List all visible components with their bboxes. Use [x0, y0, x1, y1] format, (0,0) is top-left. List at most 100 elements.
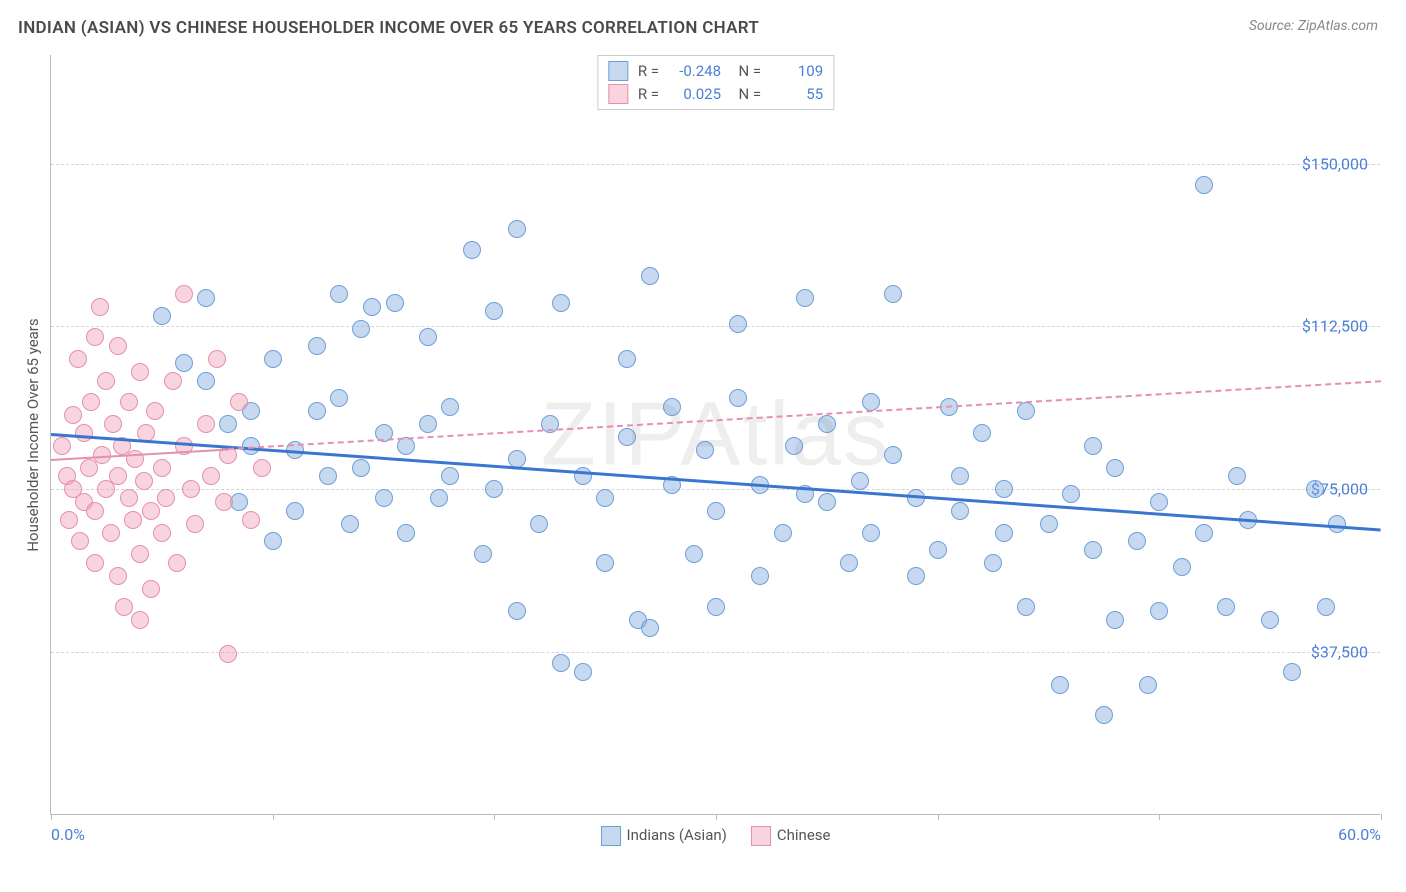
- data-point: [197, 289, 215, 307]
- data-point: [319, 467, 337, 485]
- data-point: [1139, 676, 1157, 694]
- data-point: [1195, 176, 1213, 194]
- data-point: [242, 511, 260, 529]
- data-point: [951, 467, 969, 485]
- data-point: [796, 289, 814, 307]
- x-tick: [1159, 814, 1160, 820]
- legend-label-chinese: Chinese: [777, 826, 831, 844]
- data-point: [973, 424, 991, 442]
- data-point: [1195, 524, 1213, 542]
- legend-n-label: N =: [731, 60, 761, 83]
- data-point: [86, 554, 104, 572]
- data-point: [1106, 459, 1124, 477]
- x-tick: [494, 814, 495, 820]
- data-point: [75, 424, 93, 442]
- source-value: ZipAtlas.com: [1298, 18, 1378, 34]
- data-point: [215, 493, 233, 511]
- y-tick-label: $150,000: [1302, 154, 1368, 173]
- data-point: [93, 446, 111, 464]
- data-point: [219, 645, 237, 663]
- x-tick: [716, 814, 717, 820]
- x-tick: [1381, 814, 1382, 820]
- gridline: [51, 489, 1380, 490]
- data-point: [729, 315, 747, 333]
- data-point: [1261, 611, 1279, 629]
- data-point: [175, 285, 193, 303]
- data-point: [153, 459, 171, 477]
- gridline: [51, 652, 1380, 653]
- data-point: [840, 554, 858, 572]
- data-point: [419, 415, 437, 433]
- data-point: [1128, 532, 1146, 550]
- gridline: [51, 164, 1380, 165]
- data-point: [508, 220, 526, 238]
- legend-swatch-indian: [601, 826, 621, 846]
- correlation-legend: R = -0.248 N = 109 R = 0.025 N = 55: [597, 55, 834, 110]
- data-point: [995, 480, 1013, 498]
- data-point: [441, 398, 459, 416]
- data-point: [641, 619, 659, 637]
- data-point: [264, 532, 282, 550]
- y-axis-label: Householder Income Over 65 years: [24, 318, 42, 551]
- data-point: [120, 489, 138, 507]
- data-point: [485, 302, 503, 320]
- data-point: [1084, 541, 1102, 559]
- data-point: [253, 459, 271, 477]
- data-point: [474, 545, 492, 563]
- data-point: [1017, 598, 1035, 616]
- data-point: [1283, 663, 1301, 681]
- data-point: [69, 350, 87, 368]
- legend-row-indian: R = -0.248 N = 109: [608, 60, 823, 83]
- data-point: [530, 515, 548, 533]
- data-point: [929, 541, 947, 559]
- data-point: [153, 524, 171, 542]
- x-tick: [938, 814, 939, 820]
- data-point: [175, 354, 193, 372]
- chart-title: INDIAN (ASIAN) VS CHINESE HOUSEHOLDER IN…: [18, 18, 759, 38]
- data-point: [109, 467, 127, 485]
- watermark-text: ZIPAtlas: [541, 383, 890, 486]
- data-point: [131, 545, 149, 563]
- data-point: [102, 524, 120, 542]
- data-point: [197, 415, 215, 433]
- data-point: [308, 337, 326, 355]
- chart-header: INDIAN (ASIAN) VS CHINESE HOUSEHOLDER IN…: [0, 0, 1406, 46]
- data-point: [352, 459, 370, 477]
- data-point: [186, 515, 204, 533]
- data-point: [135, 472, 153, 490]
- legend-r-value-indian: -0.248: [669, 60, 721, 83]
- data-point: [1040, 515, 1058, 533]
- scatter-chart: ZIPAtlas Householder Income Over 65 year…: [50, 55, 1380, 815]
- legend-item-indian: Indians (Asian): [601, 826, 727, 846]
- data-point: [485, 480, 503, 498]
- y-tick-label: $37,500: [1311, 643, 1368, 662]
- data-point: [126, 450, 144, 468]
- data-point: [1150, 602, 1168, 620]
- data-point: [330, 389, 348, 407]
- data-point: [60, 511, 78, 529]
- legend-row-chinese: R = 0.025 N = 55: [608, 83, 823, 106]
- data-point: [463, 241, 481, 259]
- x-tick: [273, 814, 274, 820]
- gridline: [51, 326, 1380, 327]
- data-point: [1106, 611, 1124, 629]
- data-point: [104, 415, 122, 433]
- legend-r-value-chinese: 0.025: [669, 83, 721, 106]
- data-point: [131, 611, 149, 629]
- data-point: [109, 337, 127, 355]
- data-point: [53, 437, 71, 455]
- legend-n-value-chinese: 55: [771, 83, 823, 106]
- legend-item-chinese: Chinese: [751, 826, 831, 846]
- data-point: [330, 285, 348, 303]
- data-point: [1051, 676, 1069, 694]
- data-point: [707, 502, 725, 520]
- data-point: [86, 328, 104, 346]
- data-point: [1317, 598, 1335, 616]
- data-point: [618, 350, 636, 368]
- data-point: [124, 511, 142, 529]
- data-point: [131, 363, 149, 381]
- data-point: [86, 502, 104, 520]
- data-point: [230, 493, 248, 511]
- data-point: [80, 459, 98, 477]
- data-point: [120, 393, 138, 411]
